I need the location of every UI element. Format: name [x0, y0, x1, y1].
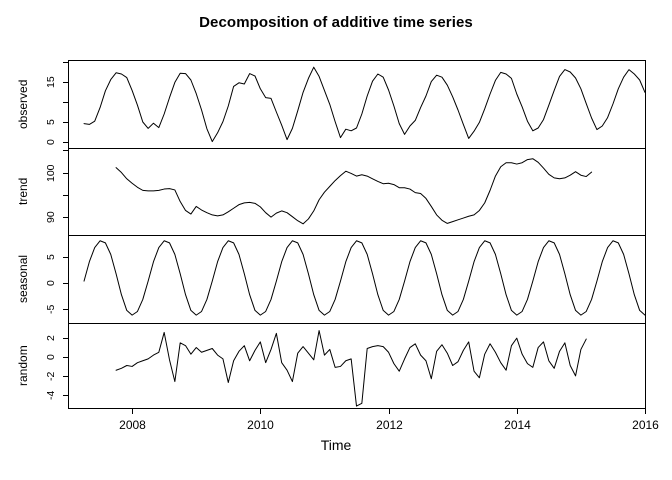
x-tick-label: 2014	[504, 418, 531, 432]
y-tick-label-seasonal: -5	[45, 304, 57, 315]
x-axis-title: Time	[320, 437, 352, 453]
y-tick-label-random: 2	[45, 335, 57, 342]
panel-frame-observed	[68, 60, 646, 149]
panel-label-seasonal: seasonal	[16, 254, 30, 304]
panel-label-observed: observed	[16, 79, 30, 129]
panel-label-trend: trend	[16, 177, 30, 206]
page-title: Decomposition of additive time series	[199, 14, 473, 31]
series-line-seasonal	[83, 240, 646, 316]
y-tick-label-observed: 5	[45, 119, 57, 125]
x-tick-label: 2008	[119, 418, 146, 432]
y-tick-label-seasonal: 5	[45, 254, 57, 260]
series-line-observed	[83, 66, 646, 143]
panel-frame-seasonal	[68, 235, 646, 324]
y-tick-label-seasonal: 0	[45, 280, 57, 287]
y-tick-label-trend: 100	[45, 163, 57, 182]
y-tick-label-trend: 90	[45, 211, 57, 223]
x-tick-label: 2016	[632, 418, 659, 432]
y-tick-label-observed: 15	[45, 76, 57, 88]
panel-frame-random	[68, 323, 646, 409]
series-line-random	[115, 330, 587, 407]
x-tick-label: 2012	[376, 418, 403, 432]
panel-label-random: random	[16, 345, 30, 386]
x-tick-label: 2010	[247, 418, 274, 432]
series-line-trend	[115, 158, 593, 225]
panel-frame-trend	[68, 148, 646, 236]
